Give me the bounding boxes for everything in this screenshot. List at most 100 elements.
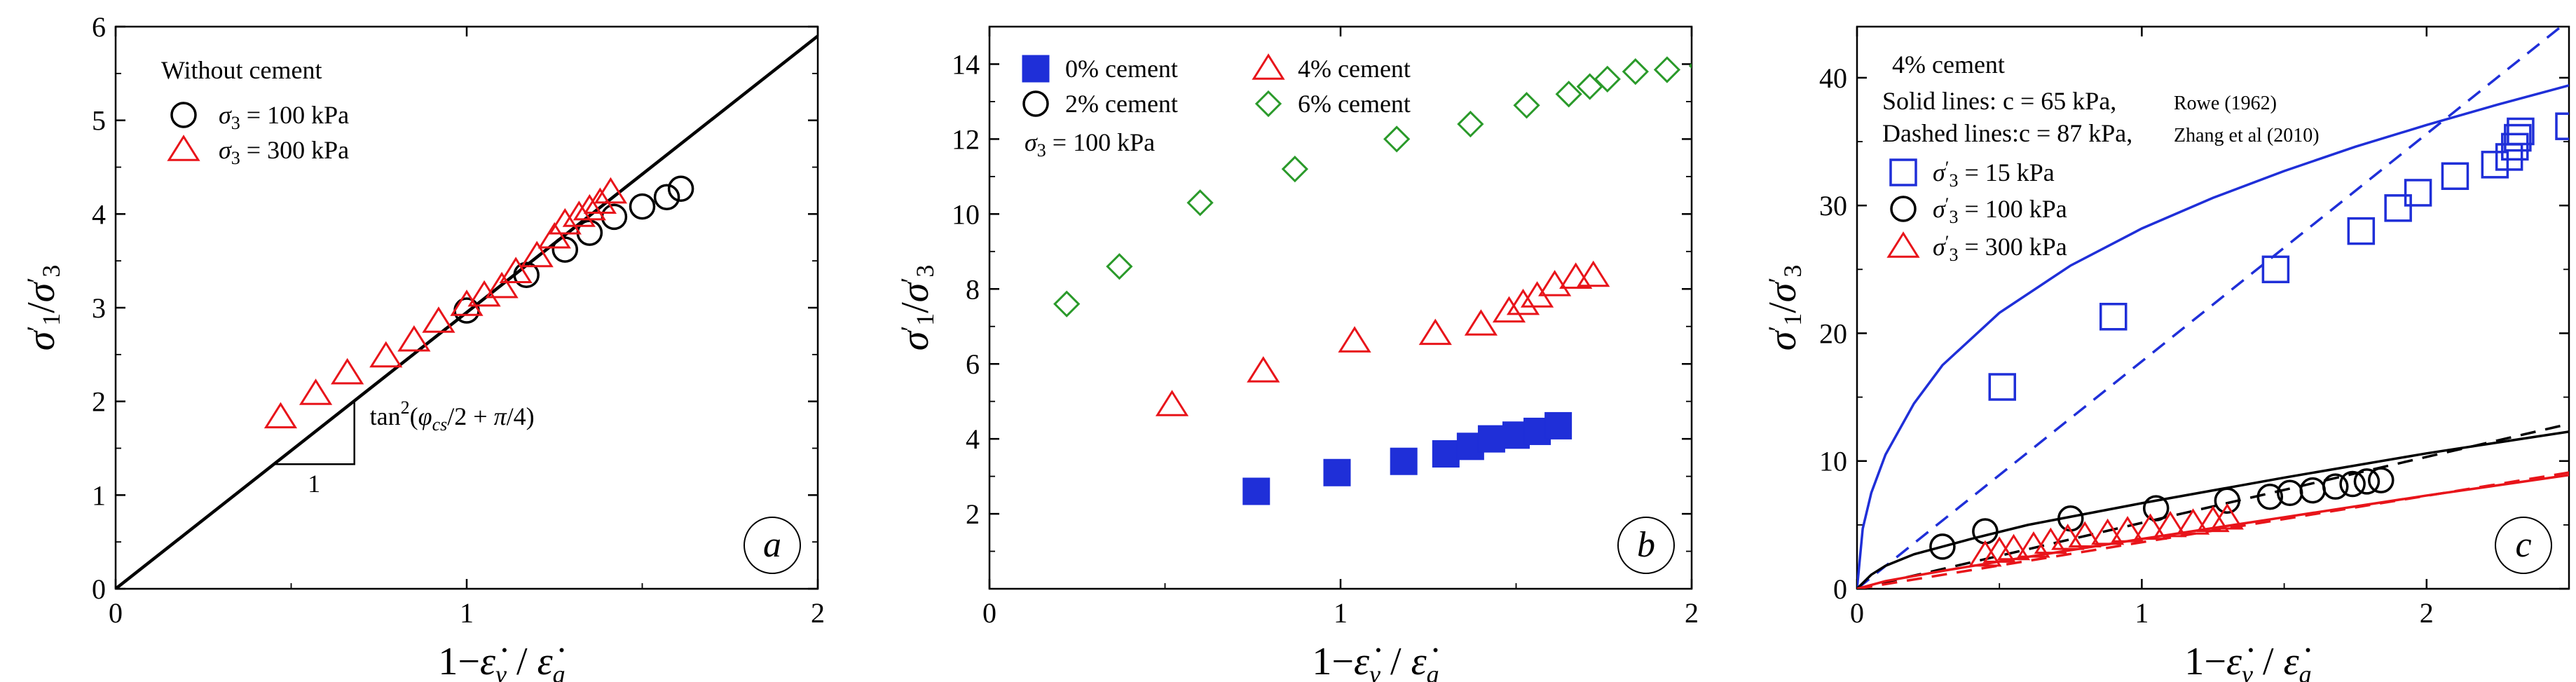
y-tick-label: 10	[1819, 446, 1847, 477]
panel-letter-circle	[744, 517, 801, 574]
legend-line-solid: Solid lines: c = 65 kPa,	[1882, 87, 2116, 115]
legend-label: 4% cement	[1298, 55, 1411, 83]
data-point	[573, 193, 606, 221]
data-point	[1186, 189, 1214, 217]
data-point	[263, 402, 298, 429]
data-point	[2196, 505, 2230, 533]
plot-area	[1053, 56, 1692, 505]
data-point	[2368, 467, 2395, 493]
data-point	[1432, 440, 1460, 468]
y-tick-label: 2	[966, 498, 980, 530]
data-point	[1477, 425, 1505, 453]
data-point	[1988, 373, 2017, 401]
panel-a: 0 1 2 0 1 2 3 4 5 6 1−ε̇v / ε̇a σ′1/σ′3 a 1 tan2(φcs/2…	[20, 11, 825, 682]
legend-label: 6% cement	[1298, 90, 1411, 118]
legend-ref-zhang: Zhang et al (2010)	[2174, 125, 2320, 146]
data-point	[1972, 518, 1999, 545]
legend-title: Without cement	[161, 56, 322, 84]
data-point	[594, 177, 628, 204]
data-point	[562, 200, 596, 227]
data-point	[1457, 110, 1484, 138]
data-point	[513, 261, 540, 288]
panel-letter: b	[1637, 525, 1655, 565]
y-axis-title-group: σ′1/σ′3	[20, 265, 65, 351]
data-point	[551, 236, 579, 263]
data-point	[2153, 510, 2187, 538]
data-point	[667, 175, 694, 202]
data-point	[1544, 411, 1573, 439]
y-tick-label: 20	[1819, 318, 1847, 349]
data-point	[2353, 468, 2380, 495]
legend-label-300: σ3 = 300 kPa	[219, 136, 349, 168]
y-tick-label: 3	[92, 292, 106, 324]
x-tick-label: 2	[811, 597, 825, 629]
data-point	[1242, 477, 1270, 505]
x-tick-label: 1	[2135, 597, 2149, 629]
data-point	[653, 184, 680, 211]
critical-state-line	[116, 34, 818, 589]
data-point	[2507, 117, 2535, 146]
y-tick-label: 4	[92, 198, 106, 230]
legend-label: σ′3 = 100 kPa	[1933, 194, 2067, 227]
fit-curve	[1857, 27, 2563, 589]
data-point	[520, 240, 554, 268]
y-axis-title: σ′1/σ′3	[1761, 265, 1807, 351]
plot-area	[1857, 27, 2569, 589]
data-point	[2133, 513, 2167, 540]
data-point	[2142, 495, 2170, 521]
tan-annotation: tan2(φcs/2 + π/4)	[370, 397, 535, 435]
x-axis-title: 1−ε̇v / ε̇a	[2184, 640, 2311, 682]
data-point	[1577, 260, 1610, 287]
y-tick-label: 40	[1819, 62, 1847, 94]
data-point	[583, 187, 617, 214]
data-point	[1594, 65, 1621, 93]
data-point	[1464, 309, 1498, 336]
data-point	[422, 306, 455, 333]
data-point	[1982, 536, 2016, 563]
data-point	[1555, 81, 1582, 108]
x-tick-label: 0	[982, 597, 996, 629]
data-point	[2347, 217, 2376, 245]
data-point	[499, 257, 533, 283]
data-point	[1323, 458, 1351, 486]
data-point	[1688, 63, 1692, 69]
y-axis-title: σ′1/σ′3	[20, 265, 65, 351]
legend-label: 2% cement	[1065, 90, 1178, 118]
data-point	[2441, 162, 2469, 191]
y-tick-label: 6	[966, 348, 980, 380]
data-point	[2099, 303, 2128, 331]
x-axis-title: 1−ε̇v / ε̇a	[1312, 640, 1439, 682]
legend-marker	[1889, 158, 1917, 186]
data-point	[1537, 270, 1572, 296]
data-point	[2068, 521, 2102, 548]
y-tick-label: 0	[1833, 573, 1847, 605]
data-point	[485, 271, 519, 299]
y-tick-label: 1	[92, 479, 106, 511]
legend-marker	[1254, 90, 1282, 118]
slope-label: 1	[308, 470, 320, 498]
legend-marker-triangle	[167, 135, 200, 161]
fit-curve	[1857, 430, 2569, 589]
data-point	[1155, 390, 1189, 416]
data-point	[467, 280, 501, 307]
data-point	[299, 378, 333, 405]
data-point	[1559, 262, 1593, 289]
y-axis-title-group: σ′1/σ′3	[893, 265, 939, 351]
plot-area	[116, 34, 818, 589]
data-point	[1281, 156, 1308, 183]
data-point	[2495, 143, 2523, 171]
legend-line-dashed: Dashed lines:c = 87 kPa,	[1882, 119, 2132, 147]
data-point	[629, 193, 656, 220]
legend-label: σ′3 = 15 kPa	[1933, 158, 2055, 191]
data-point	[450, 289, 484, 316]
data-point	[1492, 296, 1526, 323]
x-tick-label: 1	[460, 597, 474, 629]
legend-label-100: σ3 = 100 kPa	[219, 101, 349, 133]
y-axis-title: σ′1/σ′3	[893, 265, 939, 351]
data-point	[2256, 484, 2284, 510]
data-point	[601, 203, 628, 231]
data-point	[2504, 123, 2532, 152]
